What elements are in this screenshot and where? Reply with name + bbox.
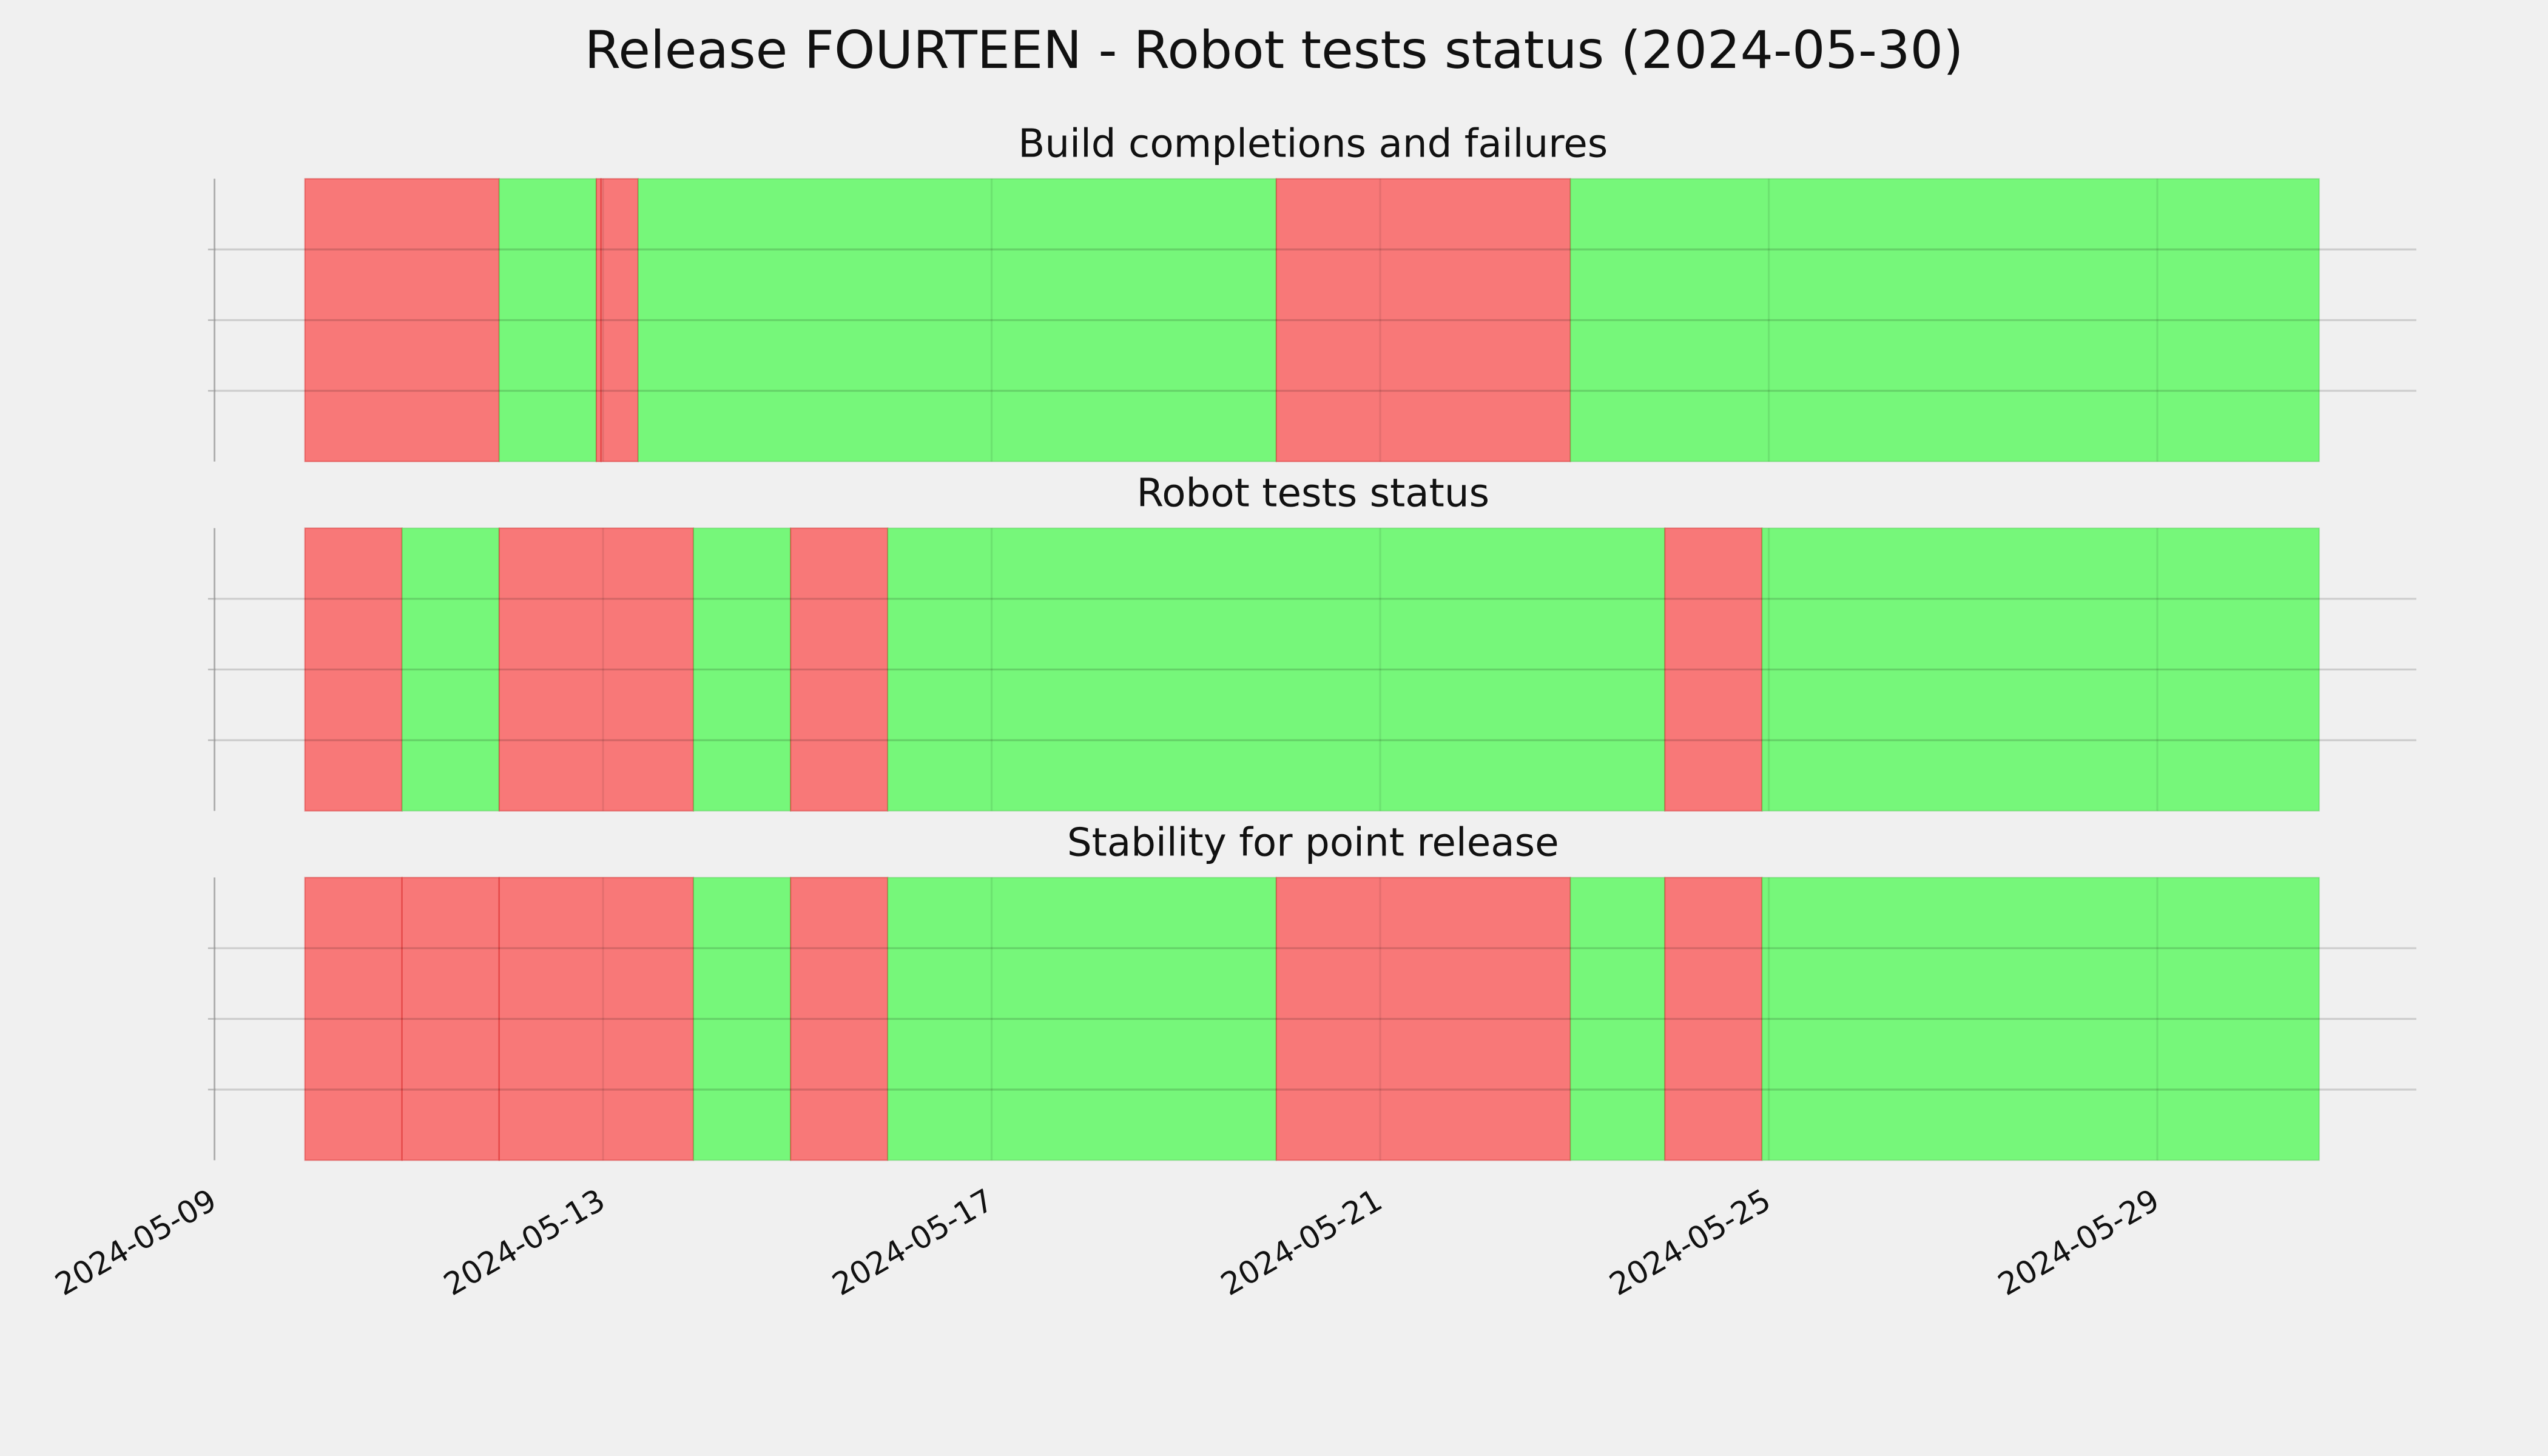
status-segment bbox=[401, 527, 500, 812]
status-segment bbox=[401, 877, 500, 1161]
status-segment bbox=[304, 178, 500, 462]
panel-title: Build completions and failures bbox=[1018, 121, 1608, 167]
status-segment bbox=[498, 178, 598, 462]
status-segment bbox=[790, 527, 889, 812]
status-segment bbox=[1761, 527, 2320, 812]
status-segment bbox=[304, 527, 403, 812]
status-segment bbox=[637, 178, 1277, 462]
status-segment bbox=[1664, 877, 1763, 1161]
status-segment bbox=[1569, 178, 2320, 462]
status-segment bbox=[1569, 877, 1666, 1161]
status-segment bbox=[887, 527, 1666, 812]
chart-title: Release FOURTEEN - Robot tests status (2… bbox=[585, 20, 1964, 81]
panel-title: Stability for point release bbox=[1067, 820, 1559, 865]
status-segment bbox=[1275, 178, 1571, 462]
status-segment bbox=[600, 178, 639, 462]
status-segment bbox=[498, 877, 695, 1161]
status-segment bbox=[790, 877, 889, 1161]
status-segment bbox=[692, 877, 792, 1161]
status-segment bbox=[887, 877, 1277, 1161]
status-segment bbox=[498, 527, 695, 812]
status-segment bbox=[1761, 877, 2320, 1161]
panel-title: Robot tests status bbox=[1136, 471, 1489, 516]
status-segment bbox=[1275, 877, 1571, 1161]
status-segment bbox=[1664, 527, 1763, 812]
